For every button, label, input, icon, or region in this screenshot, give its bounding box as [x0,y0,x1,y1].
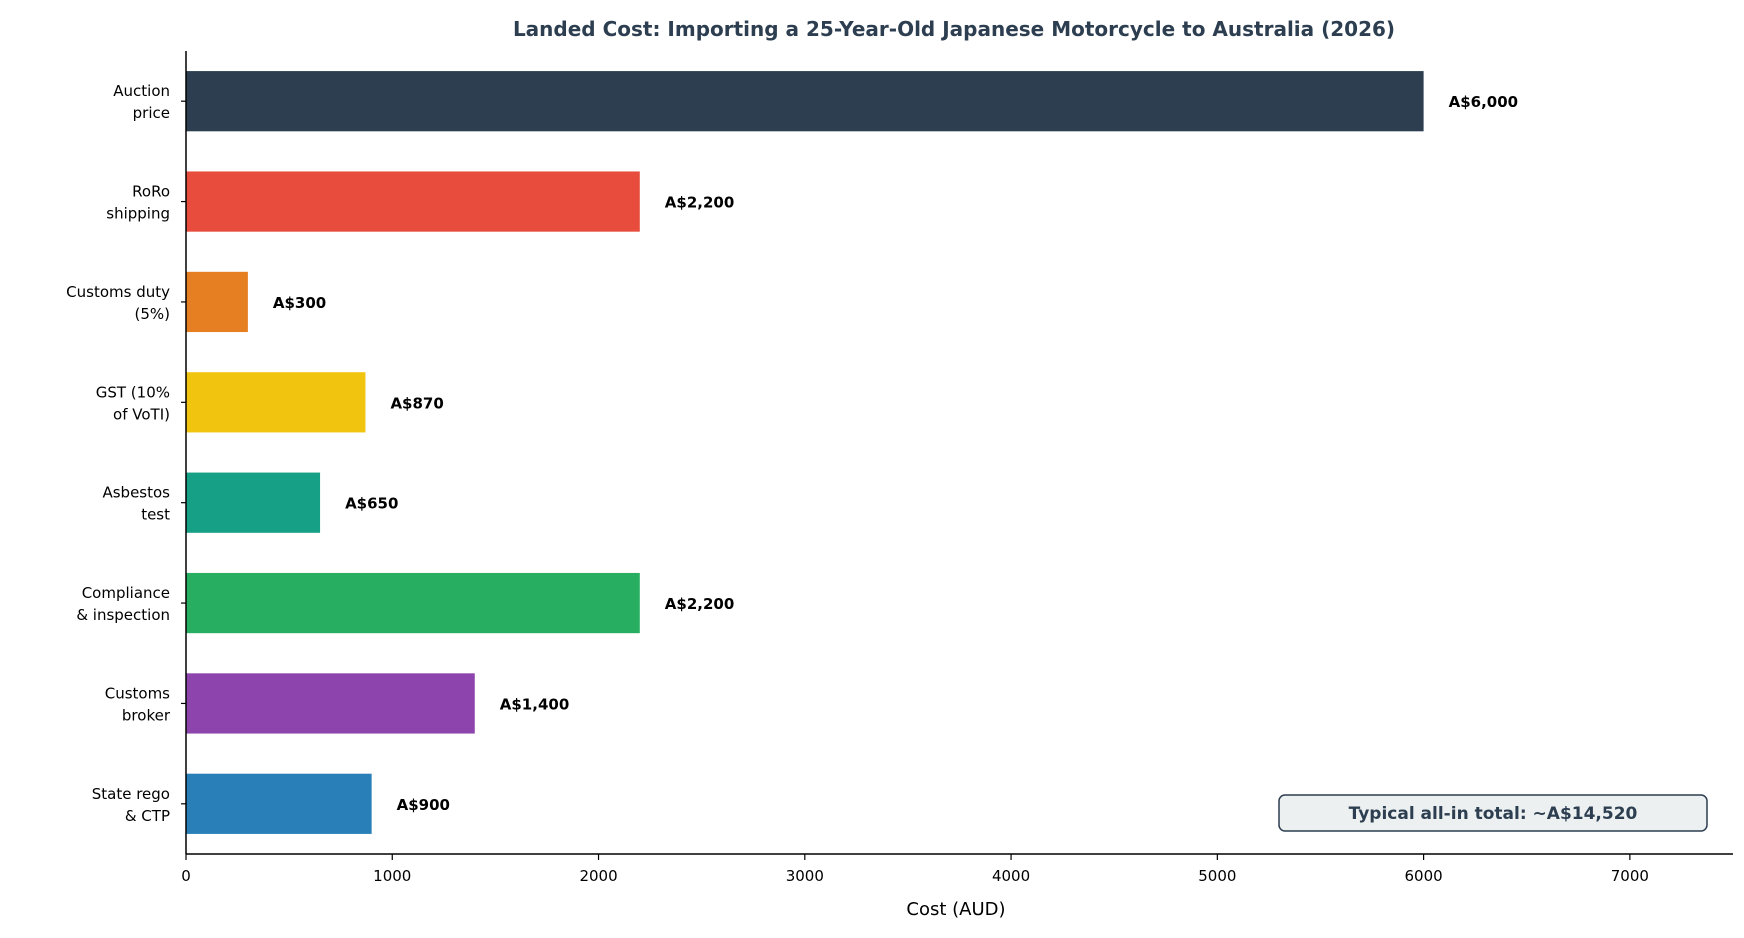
category-label-line: Auction [113,82,170,100]
category-label-line: GST (10% [96,383,170,401]
category-label-line: State rego [92,785,170,803]
category-label-line: (5%) [134,305,170,323]
x-tick-label-3: 3000 [786,867,824,885]
value-label-0: A$6,000 [1449,93,1519,111]
value-label-6: A$1,400 [500,695,569,713]
bar-2 [186,271,248,333]
category-label-line: Compliance [82,584,170,602]
bar-3 [186,372,366,433]
category-label-5: Compliance & inspection [76,584,170,624]
total-annotation-box [1278,794,1708,832]
bar-7 [186,773,372,834]
x-tick-label-2: 2000 [579,867,617,885]
value-label-2: A$300 [273,294,326,312]
x-tick-label-0: 0 [181,867,191,885]
value-label-4: A$650 [345,495,398,513]
total-annotation-text: Typical all-in total: ~A$14,520 [1349,804,1638,824]
value-label-5: A$2,200 [665,595,735,613]
category-label-line: shipping [106,205,170,223]
category-label-line: of VoTI) [113,405,170,423]
category-label-2: Customs duty (5%) [66,283,170,323]
total-annotation: Typical all-in total: ~A$14,520 [1278,794,1708,832]
category-label-1: RoRo shipping [106,183,170,223]
category-label-line: Customs duty [66,283,170,301]
category-label-line: Asbestos [102,484,170,502]
category-label-0: Auction price [113,82,170,122]
x-tick-label-6: 6000 [1405,867,1443,885]
category-label-6: Customs broker [105,684,171,724]
bar-1 [186,171,640,232]
x-axis-title: Cost (AUD) [906,899,1005,920]
x-tick-label-7: 7000 [1611,867,1649,885]
category-label-4: Asbestos test [102,484,170,524]
bar-0 [186,71,1424,132]
category-label-line: RoRo [132,183,170,201]
bar-4 [186,472,321,533]
x-ticks: 0 1000 2000 3000 4000 5000 6000 7000 [181,854,1649,885]
value-label-7: A$900 [397,796,450,814]
x-tick-label-5: 5000 [1198,867,1236,885]
bar-6 [186,673,475,734]
axes [185,51,1733,855]
x-tick-label-1: 1000 [373,867,411,885]
value-label-3: A$870 [390,394,443,412]
category-labels: Auction price RoRo shipping Customs duty (5%)… [66,82,186,825]
category-label-line: price [133,104,170,122]
chart-title: Landed Cost: Importing a 25-Year-Old Jap… [513,17,1395,41]
category-label-3: GST (10% of VoTI) [96,383,170,423]
category-label-line: & inspection [76,606,170,624]
value-labels: A$6,000 A$2,200 A$300 A$870 A$650 A$2,200 A$1,… [273,93,1518,814]
category-label-line: & CTP [125,807,170,825]
value-label-1: A$2,200 [665,194,735,212]
x-tick-label-4: 4000 [992,867,1030,885]
category-label-7: State rego & CTP [92,785,170,825]
bars-group [186,71,1424,834]
category-label-line: Customs [105,684,170,702]
bar-5 [186,572,640,634]
category-label-line: test [141,506,170,524]
category-label-line: broker [122,706,171,724]
